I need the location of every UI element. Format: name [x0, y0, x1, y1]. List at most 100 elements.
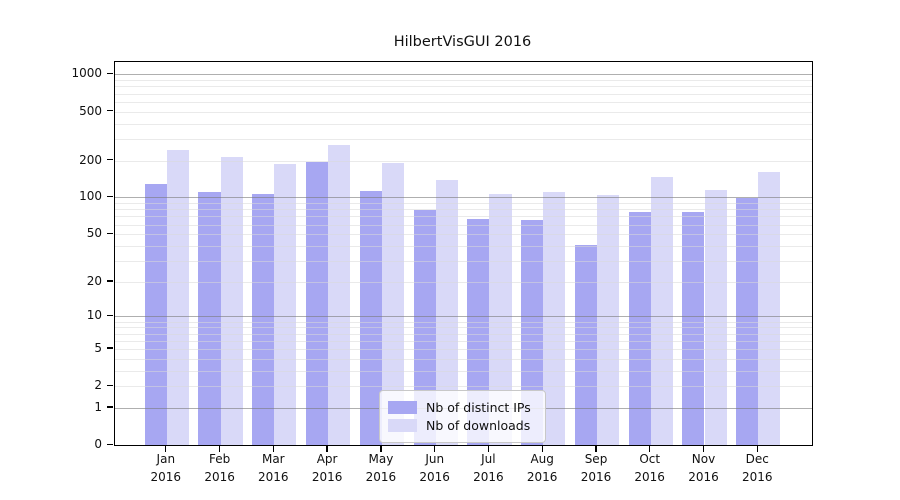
bar-downloads-oct: [650, 176, 673, 445]
x-tick-jun: [434, 445, 436, 452]
bar-distinct-ips-aug: [521, 220, 544, 445]
y-tick-label-10: 10: [86, 308, 102, 323]
x-tick-may: [380, 445, 382, 452]
gridline-800: [115, 86, 812, 88]
gridline-300: [115, 138, 812, 140]
x-tick-label-may: May 2016: [365, 452, 397, 484]
y-tick-10: [107, 314, 113, 317]
x-tick-feb: [218, 445, 221, 452]
bar-distinct-ips-jul: [467, 219, 490, 445]
x-tick-label-aug: Aug 2016: [526, 452, 558, 484]
y-tick-label-50: 50: [86, 226, 102, 241]
gridline-100: [115, 197, 812, 199]
y-tick-1000: [107, 72, 113, 75]
x-tick-sep: [595, 445, 597, 452]
legend-item-distinct-ips: Nb of distinct IPs: [388, 400, 531, 415]
bar-downloads-aug: [543, 192, 566, 445]
gridline-50: [115, 234, 812, 236]
y-tick-label-200: 200: [79, 152, 102, 167]
y-tick-5: [107, 347, 113, 349]
x-tick-aug: [541, 445, 543, 452]
bar-downloads-sep: [597, 194, 620, 445]
gridline-70: [115, 216, 812, 218]
gridline-500: [115, 111, 812, 113]
bar-distinct-ips-jan: [144, 183, 167, 445]
bar-distinct-ips-feb: [198, 192, 221, 445]
gridline-30: [115, 260, 812, 262]
gridline-90: [115, 203, 812, 204]
y-tick-label-1: 1: [94, 399, 102, 414]
x-tick-label-dec: Dec 2016: [742, 452, 773, 484]
legend-swatch-distinct-ips: [388, 401, 417, 414]
y-tick-label-2: 2: [94, 378, 102, 393]
y-tick-label-1000: 1000: [71, 66, 102, 81]
x-tick-label-sep: Sep 2016: [580, 452, 612, 484]
x-tick-label-feb: Feb 2016: [204, 452, 235, 484]
plot-area: Nb of distinct IPs Nb of downloads: [114, 61, 813, 446]
gridline-700: [115, 93, 812, 95]
bar-downloads-jul: [489, 193, 512, 445]
y-tick-label-100: 100: [79, 189, 102, 204]
y-tick-label-500: 500: [79, 103, 102, 118]
y-tick-0: [107, 443, 113, 445]
chart-title: HilbertVisGUI 2016: [393, 34, 532, 50]
gridline-80: [115, 209, 812, 211]
x-tick-label-nov: Nov 2016: [688, 452, 719, 484]
gridline-7: [115, 333, 812, 335]
gridline-900: [115, 80, 812, 81]
y-tick-2: [107, 384, 113, 386]
x-tick-nov: [702, 445, 705, 452]
bar-downloads-feb: [220, 157, 243, 445]
y-tick-1: [107, 406, 113, 408]
bar-downloads-apr: [328, 145, 351, 445]
legend-label-distinct-ips: Nb of distinct IPs: [426, 400, 531, 415]
x-tick-jul: [487, 445, 490, 452]
y-tick-label-5: 5: [94, 340, 102, 355]
gridline-60: [115, 224, 812, 226]
gridline-1000: [115, 74, 812, 76]
x-tick-oct: [649, 445, 651, 452]
x-tick-mar: [272, 445, 274, 452]
x-tick-label-jun: Jun 2016: [419, 452, 450, 484]
y-tick-label-0: 0: [94, 437, 102, 451]
x-tick-jan: [165, 445, 167, 452]
legend-label-downloads: Nb of downloads: [426, 418, 531, 433]
grid-layer: [115, 62, 812, 445]
gridline-400: [115, 123, 812, 125]
gridline-200: [115, 160, 812, 162]
bar-distinct-ips-may: [359, 190, 382, 445]
y-tick-100: [107, 195, 113, 198]
x-tick-label-apr: Apr 2016: [311, 452, 343, 484]
x-tick-label-mar: Mar 2016: [258, 452, 289, 484]
x-tick-label-jan: Jan 2016: [150, 452, 182, 484]
gridline-10: [115, 316, 812, 318]
gridline-20: [115, 281, 812, 283]
bar-distinct-ips-mar: [252, 194, 275, 445]
legend: Nb of distinct IPs Nb of downloads: [379, 390, 546, 443]
y-tick-500: [107, 110, 113, 112]
gridline-600: [115, 101, 812, 103]
gridline-3: [115, 370, 812, 372]
gridline-2: [115, 386, 812, 388]
gridline-4: [115, 358, 812, 360]
x-tick-dec: [756, 445, 758, 452]
y-tick-20: [107, 280, 113, 282]
bar-distinct-ips-sep: [574, 244, 597, 445]
x-tick-label-jul: Jul 2016: [473, 452, 504, 484]
x-tick-label-oct: Oct 2016: [634, 452, 665, 484]
gridline-40: [115, 245, 812, 247]
gridline-5: [115, 348, 812, 350]
y-tick-label-20: 20: [86, 273, 102, 288]
gridline-9: [115, 321, 812, 323]
gridline-8: [115, 327, 812, 329]
bar-distinct-ips-apr: [305, 162, 329, 445]
x-tick-apr: [326, 445, 328, 452]
bar-downloads-dec: [758, 172, 781, 445]
y-tick-50: [107, 232, 113, 234]
legend-swatch-downloads: [388, 419, 417, 432]
legend-item-downloads: Nb of downloads: [388, 418, 531, 433]
gridline-6: [115, 340, 812, 342]
y-tick-200: [107, 159, 113, 161]
bar-downloads-may: [381, 163, 405, 445]
